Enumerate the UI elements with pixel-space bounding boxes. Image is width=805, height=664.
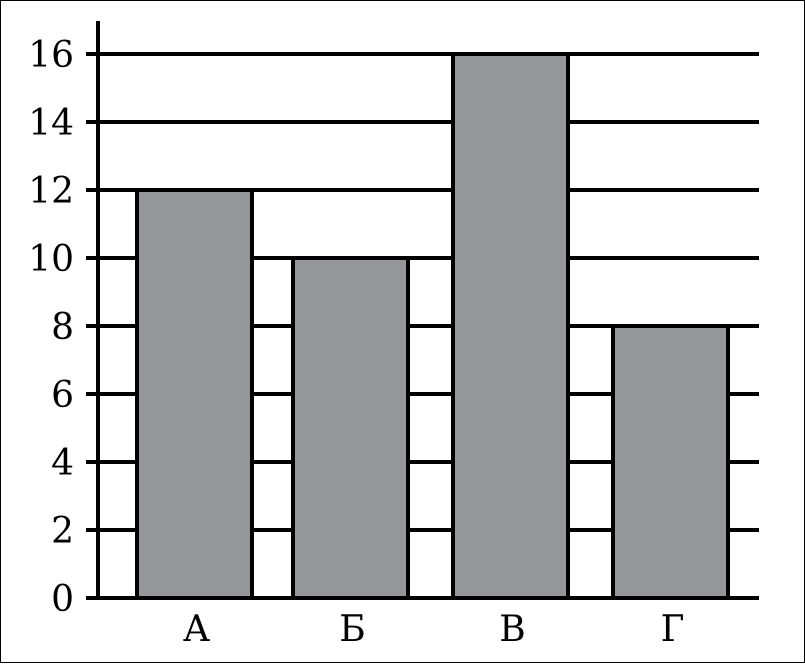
bar-1 bbox=[135, 188, 254, 600]
y-tick-label-0: 0 bbox=[51, 579, 74, 620]
axes bbox=[86, 21, 759, 600]
x-category-labels: А Б В Г bbox=[183, 609, 685, 650]
bar-4 bbox=[611, 324, 730, 600]
y-tick-label-8: 8 bbox=[51, 307, 74, 348]
y-tick-label-16: 16 bbox=[28, 35, 74, 76]
x-category-label-3: В bbox=[499, 609, 525, 650]
y-tick-label-4: 4 bbox=[51, 443, 74, 484]
y-tick-label-6: 6 bbox=[51, 375, 74, 416]
x-category-label-4: Г bbox=[661, 609, 685, 650]
y-tick-labels: 0 2 4 6 8 10 12 14 16 bbox=[28, 35, 74, 620]
y-tick-label-10: 10 bbox=[28, 239, 74, 280]
bars bbox=[135, 52, 730, 600]
x-category-label-2: Б bbox=[339, 609, 365, 650]
y-tick-label-2: 2 bbox=[51, 511, 74, 552]
y-tick-label-12: 12 bbox=[28, 171, 74, 212]
bar-3 bbox=[451, 52, 570, 600]
bar-2 bbox=[291, 256, 410, 600]
y-tick-label-14: 14 bbox=[28, 103, 74, 144]
x-category-label-1: А bbox=[183, 609, 210, 650]
